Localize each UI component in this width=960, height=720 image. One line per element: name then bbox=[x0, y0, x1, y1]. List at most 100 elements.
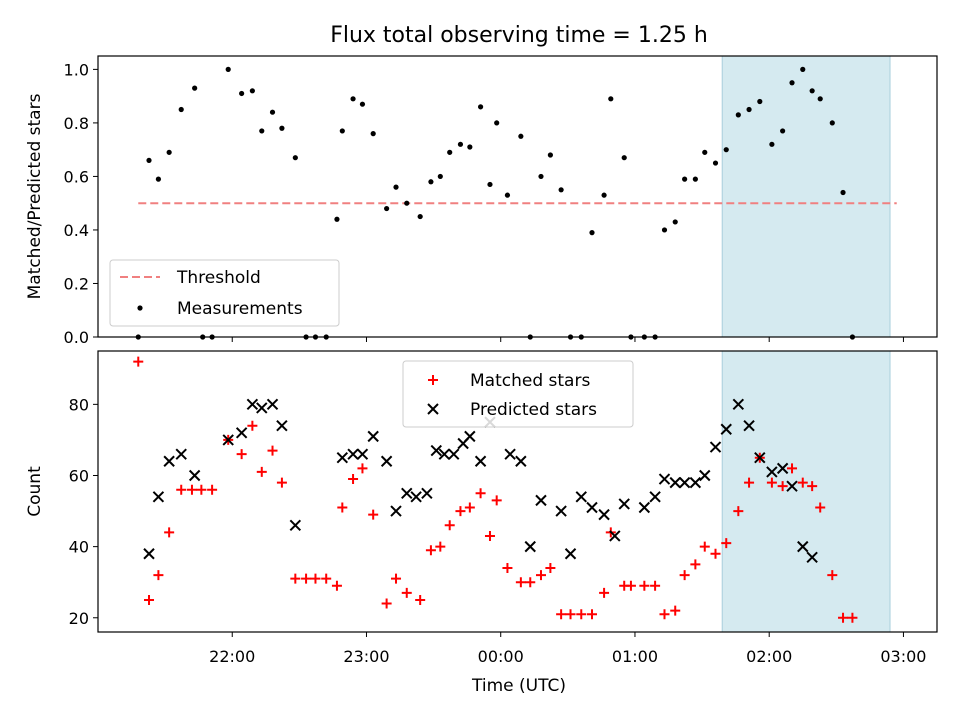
data-point bbox=[769, 141, 775, 147]
data-point bbox=[757, 98, 763, 105]
data-point bbox=[699, 469, 711, 482]
data-point bbox=[777, 481, 788, 492]
data-point bbox=[384, 205, 390, 212]
data-point bbox=[331, 580, 342, 591]
data-point bbox=[289, 519, 302, 531]
y-axis-label: Matched/Predicted stars bbox=[25, 93, 45, 299]
y-tick-label: 0.0 bbox=[64, 328, 89, 347]
data-point bbox=[447, 149, 453, 155]
data-point bbox=[672, 219, 678, 225]
legend-label: Matched stars bbox=[470, 371, 590, 391]
data-point bbox=[410, 491, 422, 503]
data-point bbox=[336, 452, 349, 464]
data-point bbox=[367, 430, 379, 443]
observing-window-span bbox=[721, 55, 891, 338]
data-point bbox=[746, 106, 752, 113]
data-point bbox=[601, 192, 607, 198]
data-point bbox=[196, 484, 207, 495]
data-point bbox=[457, 141, 464, 147]
data-point bbox=[679, 570, 690, 581]
data-point bbox=[650, 580, 661, 591]
data-point bbox=[464, 430, 476, 443]
data-point bbox=[538, 173, 544, 180]
data-point bbox=[776, 462, 789, 475]
data-point bbox=[809, 88, 815, 94]
data-point bbox=[639, 580, 650, 591]
data-point bbox=[815, 502, 826, 513]
data-point bbox=[720, 423, 732, 435]
data-point bbox=[155, 176, 162, 182]
data-point bbox=[152, 491, 165, 503]
data-point bbox=[164, 527, 175, 538]
y-tick-label: 0.2 bbox=[64, 274, 89, 293]
data-point bbox=[144, 594, 155, 605]
y-tick-label: 20 bbox=[69, 609, 89, 628]
data-point bbox=[723, 147, 729, 153]
data-point bbox=[239, 90, 245, 97]
data-point bbox=[502, 562, 513, 573]
data-point bbox=[417, 213, 423, 220]
y-tick-label: 0.8 bbox=[64, 114, 89, 133]
data-point bbox=[368, 509, 379, 520]
data-point bbox=[669, 476, 681, 489]
data-point bbox=[401, 587, 412, 598]
data-point bbox=[348, 474, 359, 485]
data-point bbox=[438, 448, 451, 460]
data-point bbox=[435, 541, 446, 552]
data-point bbox=[556, 609, 567, 620]
data-point bbox=[515, 577, 526, 588]
lower-panel: 20 40 60 80 22:00 23:00 00:00 01:00 02:00 03:00 Co… bbox=[25, 350, 938, 666]
data-point bbox=[301, 573, 312, 584]
data-point bbox=[515, 455, 527, 467]
data-point bbox=[380, 455, 393, 467]
data-point bbox=[806, 551, 818, 564]
data-point bbox=[744, 477, 755, 488]
data-point bbox=[564, 548, 577, 560]
data-point bbox=[415, 594, 426, 605]
data-point bbox=[186, 484, 197, 495]
data-point bbox=[576, 609, 587, 620]
legend-box bbox=[402, 360, 634, 428]
data-point bbox=[829, 120, 835, 126]
data-point bbox=[246, 398, 259, 411]
observing-window-span bbox=[721, 350, 891, 633]
data-point bbox=[589, 230, 595, 236]
data-point bbox=[337, 502, 348, 513]
legend-predicted-swatch bbox=[427, 403, 439, 415]
data-point bbox=[359, 101, 366, 107]
legend-label: Measurements bbox=[177, 299, 303, 319]
data-point bbox=[235, 427, 248, 439]
data-point bbox=[143, 548, 155, 560]
data-point bbox=[689, 476, 702, 489]
data-point bbox=[259, 128, 265, 134]
data-point bbox=[621, 155, 627, 161]
x-axis-label: Time (UTC) bbox=[471, 676, 566, 696]
data-point bbox=[661, 227, 668, 233]
data-point bbox=[609, 530, 621, 542]
data-point bbox=[464, 502, 475, 513]
data-point bbox=[787, 463, 798, 474]
x-tick-label: 23:00 bbox=[343, 647, 389, 666]
data-point bbox=[599, 587, 610, 598]
data-point bbox=[430, 444, 442, 457]
data-point bbox=[266, 398, 279, 411]
data-point bbox=[166, 149, 172, 155]
data-point bbox=[743, 419, 755, 432]
data-point bbox=[146, 157, 152, 163]
data-point bbox=[766, 477, 777, 488]
data-point bbox=[678, 476, 691, 489]
data-point bbox=[709, 441, 722, 453]
series-matched-stars bbox=[133, 356, 858, 623]
data-point bbox=[504, 192, 511, 198]
data-point bbox=[421, 487, 433, 499]
data-point bbox=[658, 473, 671, 485]
data-point bbox=[618, 498, 630, 510]
data-point bbox=[670, 605, 681, 616]
data-point bbox=[547, 152, 553, 158]
data-point bbox=[797, 477, 808, 488]
x-tick-label: 00:00 bbox=[478, 647, 524, 666]
data-point bbox=[290, 573, 301, 584]
data-point bbox=[404, 200, 410, 206]
plot-frame bbox=[97, 350, 938, 633]
